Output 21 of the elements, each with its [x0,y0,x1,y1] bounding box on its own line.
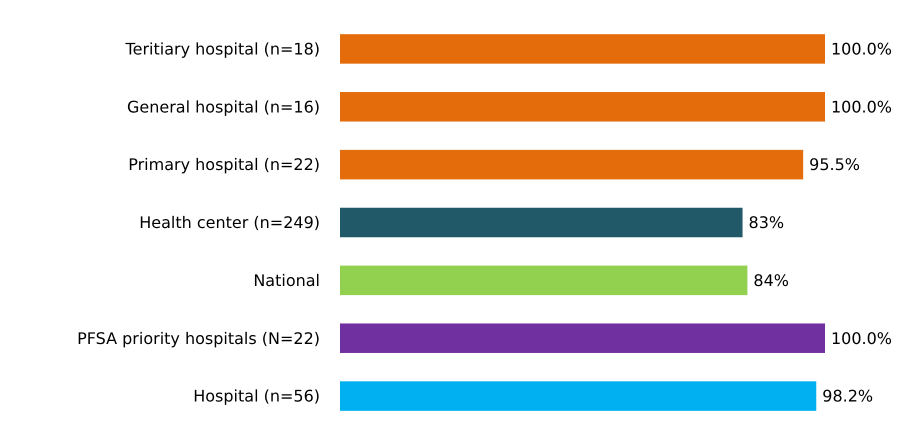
y-tick-label: General hospital (n=16) [126,97,320,116]
y-tick-label: Teritiary hospital (n=18) [124,40,320,59]
data-label: 83% [748,213,784,232]
y-tick-label: Primary hospital (n=22) [128,155,320,174]
data-label: 100.0% [831,97,892,116]
y-tick-label: PFSA priority hospitals (N=22) [77,328,320,348]
data-label: 84% [753,270,789,290]
bar [340,381,816,411]
data-label: 100.0% [831,328,892,348]
bar [340,150,804,180]
data-label: 98.2% [822,386,874,406]
bar [340,208,743,238]
bar [340,34,825,64]
bar [340,92,825,122]
data-label: 95.5% [809,155,860,174]
bar [340,266,748,296]
data-label: 100.0% [831,40,892,59]
bar [340,323,825,353]
y-tick-label: Health center (n=249) [139,213,320,232]
y-tick-label: Hospital (n=56) [193,386,320,406]
y-tick-label: National [253,270,320,290]
